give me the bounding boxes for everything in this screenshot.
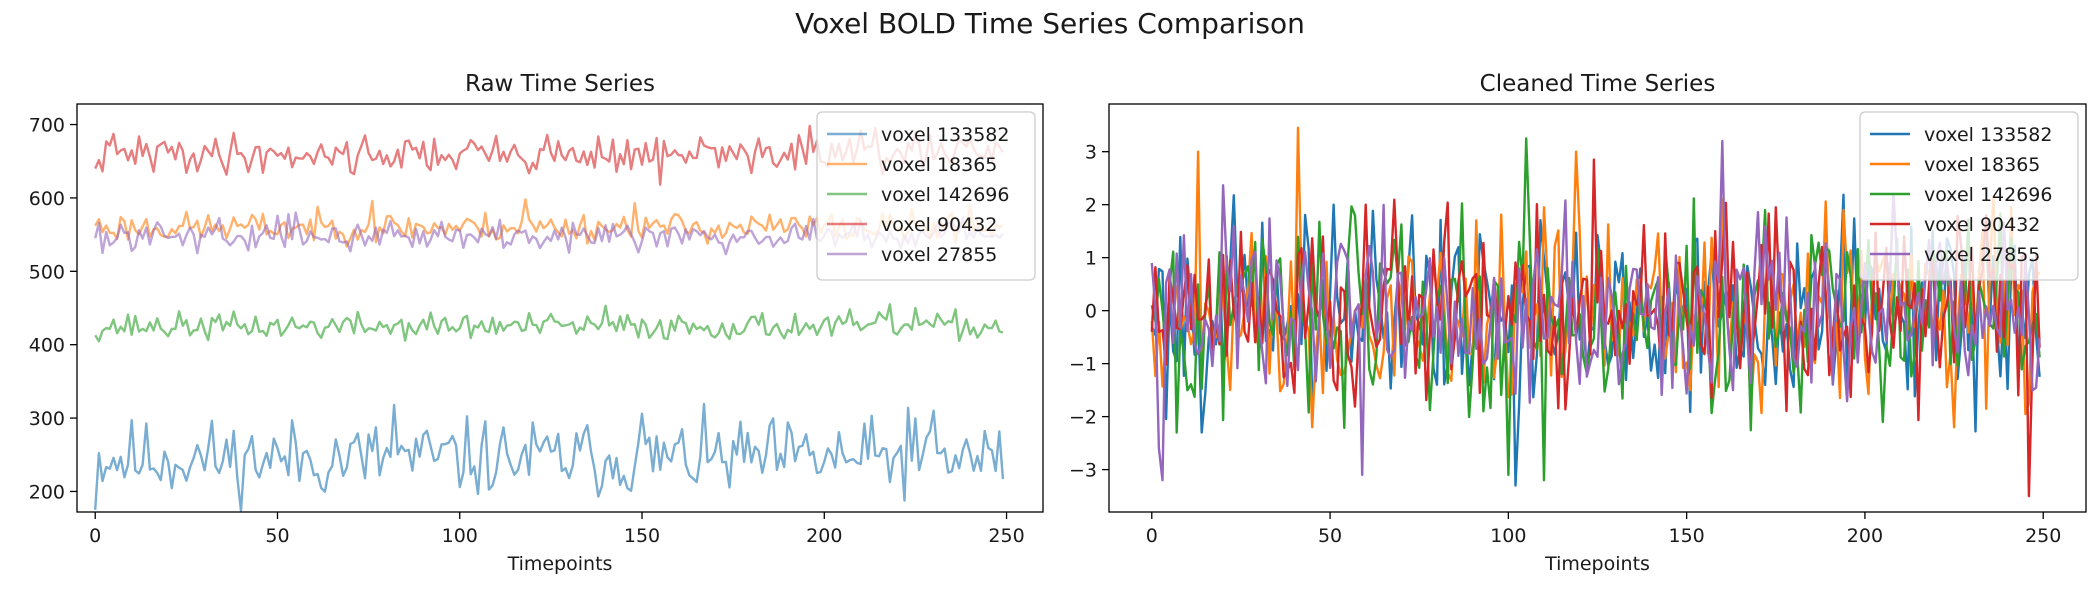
x-tick-label: 150 (624, 525, 660, 547)
x-tick-label: 50 (1318, 525, 1342, 547)
series-line-voxel-90432 (1150, 158, 2041, 498)
x-tick-label: 50 (265, 525, 289, 547)
axes-frame (76, 103, 1044, 513)
legend-box (816, 111, 1036, 281)
legend-entry: voxel 90432 (1924, 214, 2040, 236)
y-tick-label: 400 (29, 335, 65, 357)
y-tick-label: −3 (1069, 460, 1097, 482)
x-tick-label: 200 (1847, 525, 1883, 547)
series-line-voxel-133582 (94, 402, 1005, 512)
figure-title: Voxel BOLD Time Series Comparison (795, 7, 1305, 40)
x-axis-label: Timepoints (1544, 553, 1650, 575)
y-tick-label: 0 (1085, 301, 1097, 323)
x-tick-label: 200 (806, 525, 842, 547)
y-tick-label: −2 (1069, 407, 1097, 429)
x-tick-label: 0 (1146, 525, 1158, 547)
x-tick-label: 100 (1490, 525, 1526, 547)
y-tick-label: −1 (1069, 354, 1097, 376)
y-tick-label: 300 (29, 408, 65, 430)
legend-entry: voxel 18365 (1924, 154, 2040, 176)
legend: voxel 133582 voxel 18365 voxel 142696 voxel… (1859, 111, 2079, 281)
legend-entry: voxel 27855 (1924, 244, 2040, 266)
y-tick-label: 500 (29, 261, 65, 283)
raw-time-series-panel: Raw Time Series 0 50 100 150 200 250 200 300 400 5… (29, 71, 1044, 575)
y-tick-label: 700 (29, 115, 65, 137)
y-tick-label: 3 (1085, 142, 1097, 164)
axes-frame (1108, 103, 2087, 513)
series-line-voxel-142696 (94, 303, 1004, 343)
panel-title: Raw Time Series (465, 71, 655, 97)
x-tick-label: 100 (442, 525, 478, 547)
legend-entry: voxel 18365 (881, 154, 997, 176)
legend-entry: voxel 90432 (881, 214, 997, 236)
legend-box (1859, 111, 2079, 281)
legend-entry: voxel 133582 (1924, 124, 2052, 146)
panel-title: Cleaned Time Series (1480, 71, 1716, 97)
legend-entry: voxel 133582 (881, 124, 1009, 146)
legend-entry: voxel 142696 (881, 184, 1009, 206)
x-tick-label: 0 (89, 525, 101, 547)
y-tick-label: 200 (29, 481, 65, 503)
x-tick-label: 150 (1669, 525, 1705, 547)
y-tick-label: 2 (1085, 195, 1097, 217)
cleaned-time-series-panel: Cleaned Time Series 0 50 100 150 200 250 −3 −2 −1… (1069, 71, 2087, 575)
x-tick-label: 250 (988, 525, 1024, 547)
y-tick-label: 1 (1085, 248, 1097, 270)
x-axis-label: Timepoints (507, 553, 613, 575)
y-tick-label: 600 (29, 188, 65, 210)
legend: voxel 133582 voxel 18365 voxel 142696 voxel… (816, 111, 1036, 281)
legend-entry: voxel 142696 (1924, 184, 2052, 206)
legend-entry: voxel 27855 (881, 244, 997, 266)
x-tick-label: 250 (2025, 525, 2061, 547)
